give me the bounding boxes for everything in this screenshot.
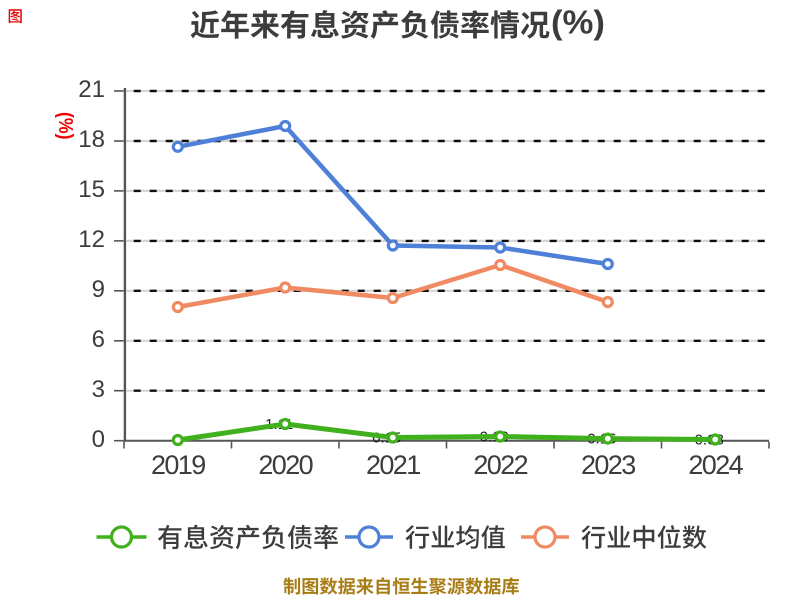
svg-text:3: 3 bbox=[92, 376, 105, 403]
svg-text:(%): (%) bbox=[54, 112, 77, 140]
svg-text:0: 0 bbox=[92, 426, 105, 453]
svg-text:(%): (%) bbox=[551, 3, 605, 40]
svg-text:2022: 2022 bbox=[473, 450, 527, 480]
svg-text:2021: 2021 bbox=[366, 450, 420, 480]
svg-text:21: 21 bbox=[78, 76, 105, 103]
svg-text:6: 6 bbox=[92, 326, 105, 353]
svg-text:2020: 2020 bbox=[258, 450, 312, 480]
svg-text:2019: 2019 bbox=[151, 450, 205, 480]
svg-text:9: 9 bbox=[92, 276, 105, 303]
svg-text:12: 12 bbox=[78, 226, 105, 253]
svg-text:15: 15 bbox=[78, 176, 105, 203]
svg-text:2024: 2024 bbox=[688, 450, 743, 480]
svg-text:18: 18 bbox=[78, 126, 105, 153]
svg-text:2023: 2023 bbox=[581, 450, 635, 480]
